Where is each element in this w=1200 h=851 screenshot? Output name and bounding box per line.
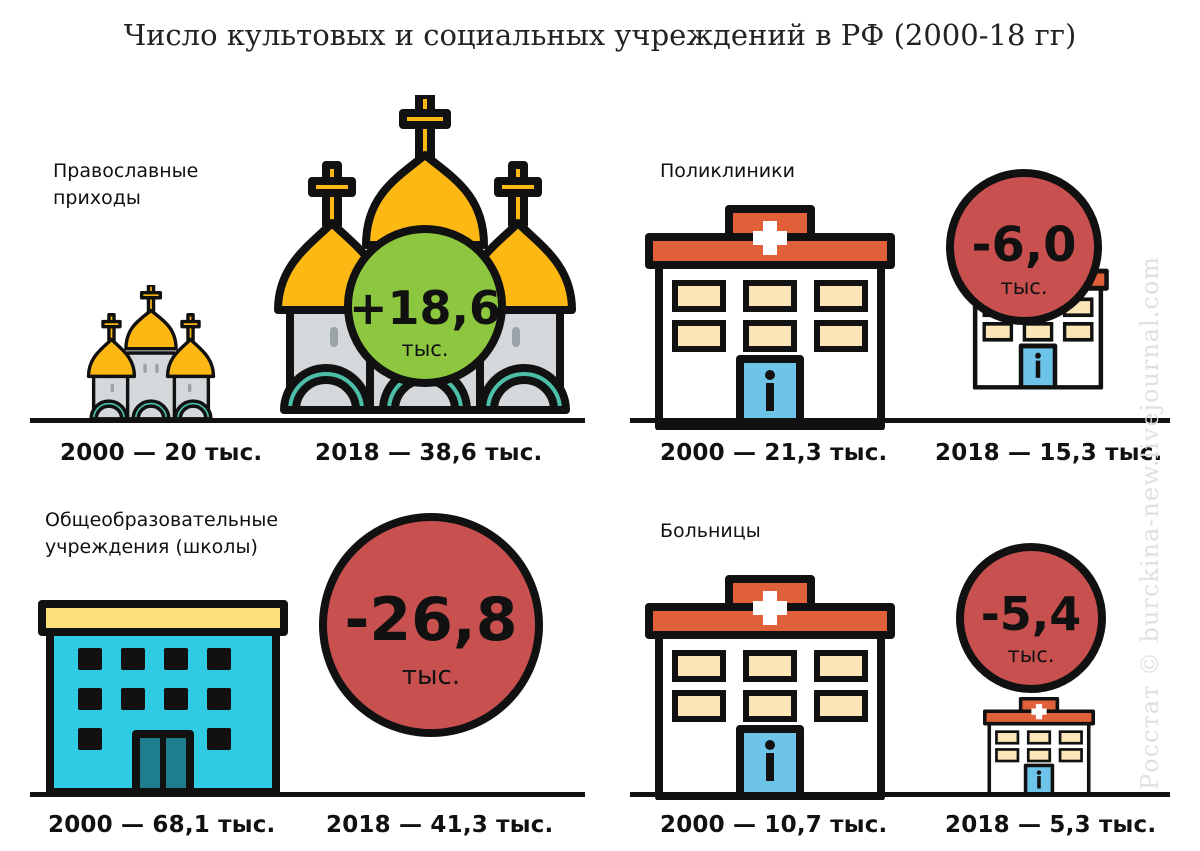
caption-schools-2000: 2000 — 68,1 тыс. <box>48 812 276 838</box>
change-unit-churches: тыс. <box>401 337 448 361</box>
caption-churches-2018: 2018 — 38,6 тыс. <box>315 440 543 466</box>
change-value-schools: -26,8 <box>345 585 518 655</box>
label-churches-line2: приходы <box>53 187 141 209</box>
change-badge-schools: -26,8 тыс. <box>319 513 543 737</box>
ground-line-clinics <box>630 418 1170 423</box>
caption-schools-2018: 2018 — 41,3 тыс. <box>326 812 554 838</box>
caption-clinics-2000: 2000 — 21,3 тыс. <box>660 440 888 466</box>
label-schools: Общеобразовательные учреждения (школы) <box>45 507 278 561</box>
change-badge-churches: +18,6 тыс. <box>344 225 506 387</box>
caption-hospitals-2000: 2000 — 10,7 тыс. <box>660 812 888 838</box>
label-churches-line1: Православные <box>53 160 199 182</box>
change-unit-clinics: тыс. <box>1000 275 1047 299</box>
change-value-clinics: -6,0 <box>972 217 1077 273</box>
change-unit-hospitals: тыс. <box>1007 643 1054 667</box>
change-value-hospitals: -5,4 <box>981 587 1082 641</box>
school-icon-2000 <box>38 600 288 795</box>
caption-hospitals-2018: 2018 — 5,3 тыс. <box>945 812 1157 838</box>
clinic-icon-2000 <box>645 205 895 430</box>
church-icon-2000 <box>85 285 217 421</box>
change-badge-clinics: -6,0 тыс. <box>946 169 1102 325</box>
caption-churches-2000: 2000 — 20 тыс. <box>60 440 263 466</box>
change-unit-schools: тыс. <box>402 661 460 691</box>
change-value-churches: +18,6 <box>349 281 501 335</box>
label-schools-line1: Общеобразовательные <box>45 509 279 531</box>
hospital-icon-2018 <box>983 697 1095 797</box>
caption-clinics-2018: 2018 — 15,3 тыс. <box>935 440 1163 466</box>
hospital-icon-2000 <box>645 575 895 800</box>
label-hospitals: Больницы <box>660 520 761 542</box>
change-badge-hospitals: -5,4 тыс. <box>956 543 1106 693</box>
label-clinics: Поликлиники <box>660 160 795 182</box>
ground-line-hospitals <box>630 792 1170 797</box>
watermark: Росстат © burckina-new.livejournal.com <box>1136 255 1164 790</box>
page-title: Число культовых и социальных учреждений … <box>123 18 1077 52</box>
ground-line-schools <box>30 792 585 797</box>
label-schools-line2: учреждения (школы) <box>45 536 258 558</box>
ground-line-churches <box>30 418 585 423</box>
label-churches: Православные приходы <box>53 158 198 212</box>
